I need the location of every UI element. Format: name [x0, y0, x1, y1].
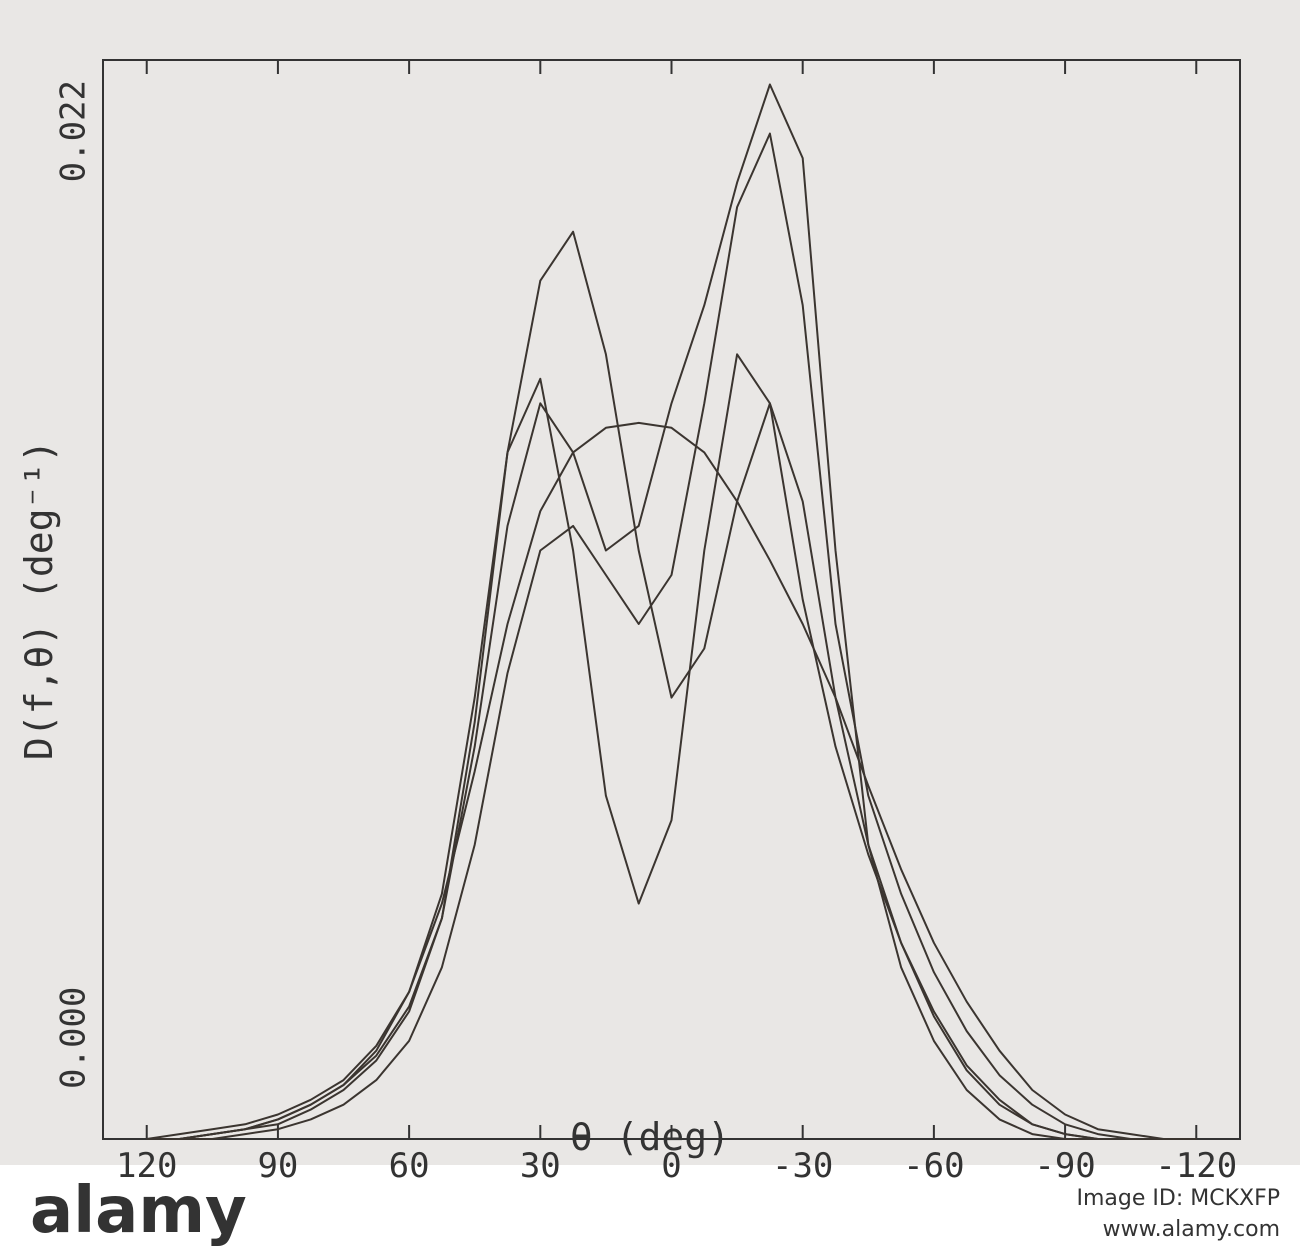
curve: [146, 353, 1197, 1140]
y-tick-label: 0.000: [54, 987, 94, 1089]
footer-logo: alamy: [30, 1174, 247, 1248]
x-tick-label: -120: [1155, 1146, 1237, 1186]
x-tick-label: 0: [661, 1146, 681, 1186]
y-tick-label: 0.022: [54, 80, 94, 182]
curve: [146, 132, 1197, 1140]
curve: [146, 230, 1197, 1140]
footer-url: www.alamy.com: [1103, 1217, 1280, 1242]
curve: [146, 421, 1197, 1140]
x-tick-label: -30: [772, 1146, 833, 1186]
x-tick-label: 30: [520, 1146, 561, 1186]
x-tick-label: 90: [257, 1146, 298, 1186]
footer-bar: [0, 1165, 1300, 1254]
x-tick-label: 60: [389, 1146, 430, 1186]
image-id: Image ID: MCKXFP: [1077, 1186, 1281, 1211]
x-tick-label: 120: [116, 1146, 177, 1186]
x-axis-label: θ (deg): [570, 1115, 730, 1159]
y-axis-label: D(f,θ) (deg⁻¹): [17, 440, 61, 760]
x-tick-label: -90: [1034, 1146, 1095, 1186]
background: [0, 0, 1300, 1165]
x-tick-label: -60: [903, 1146, 964, 1186]
